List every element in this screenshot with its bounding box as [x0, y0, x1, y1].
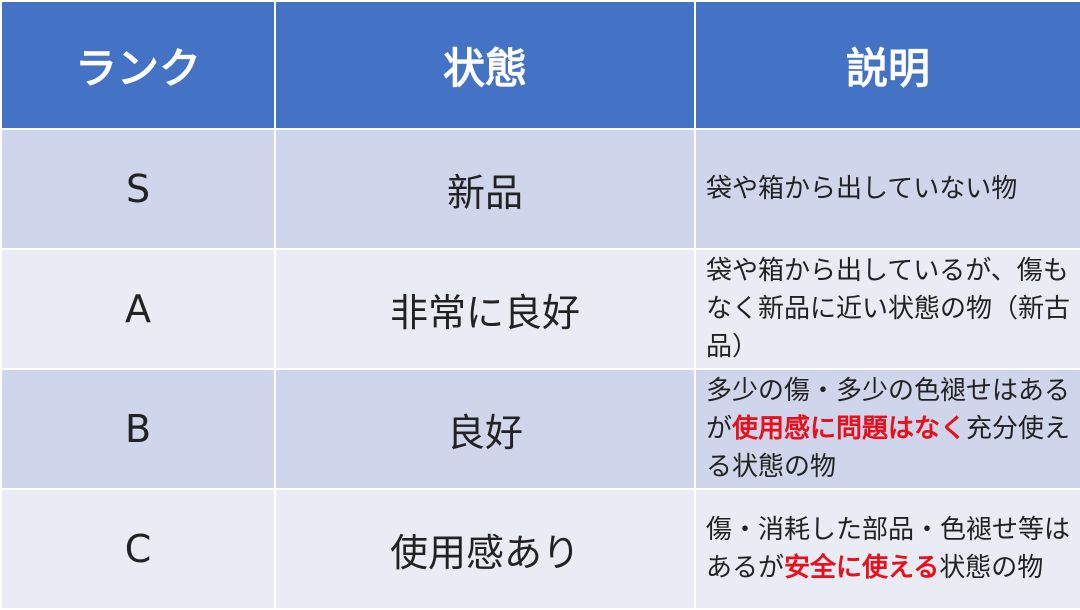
description-cell: 傷・消耗した部品・色褪せ等はあるが安全に使える状態の物	[694, 488, 1080, 610]
table-row: C 使用感あり 傷・消耗した部品・色褪せ等はあるが安全に使える状態の物	[0, 488, 1080, 610]
description-text: 袋や箱から出しているが、傷もなく新品に近い状態の物（新古品）	[706, 256, 1071, 362]
header-description: 説明	[694, 0, 1080, 130]
state-cell: 使用感あり	[274, 488, 696, 610]
description-text: 充分使える状態の物	[706, 414, 1071, 482]
header-state: 状態	[274, 0, 696, 130]
header-row: ランク 状態 説明	[0, 0, 1080, 130]
table-row: A 非常に良好 袋や箱から出しているが、傷もなく新品に近い状態の物（新古品）	[0, 248, 1080, 370]
rank-cell: B	[0, 368, 276, 490]
state-cell: 非常に良好	[274, 248, 696, 370]
description-text: 多少の傷・多少の色褪せはあるが	[706, 376, 1071, 444]
state-cell: 良好	[274, 368, 696, 490]
description-text: 傷・消耗した部品・色褪せ等はあるが	[706, 515, 1071, 583]
rank-cell: C	[0, 488, 276, 610]
rank-cell: S	[0, 128, 276, 250]
description-text: 状態の物	[939, 553, 1044, 583]
emphasized-text: 安全に使える	[784, 553, 940, 583]
table-row: B 良好 多少の傷・多少の色褪せはあるが使用感に問題はなく充分使える状態の物	[0, 368, 1080, 490]
description-cell: 袋や箱から出していない物	[694, 128, 1080, 250]
header-rank: ランク	[0, 0, 276, 130]
description-text: 袋や箱から出していない物	[706, 174, 1018, 204]
description-cell: 袋や箱から出しているが、傷もなく新品に近い状態の物（新古品）	[694, 248, 1080, 370]
table-row: S 新品 袋や箱から出していない物	[0, 128, 1080, 250]
rank-cell: A	[0, 248, 276, 370]
emphasized-text: 使用感に問題はなく	[732, 414, 967, 444]
state-cell: 新品	[274, 128, 696, 250]
description-cell: 多少の傷・多少の色褪せはあるが使用感に問題はなく充分使える状態の物	[694, 368, 1080, 490]
